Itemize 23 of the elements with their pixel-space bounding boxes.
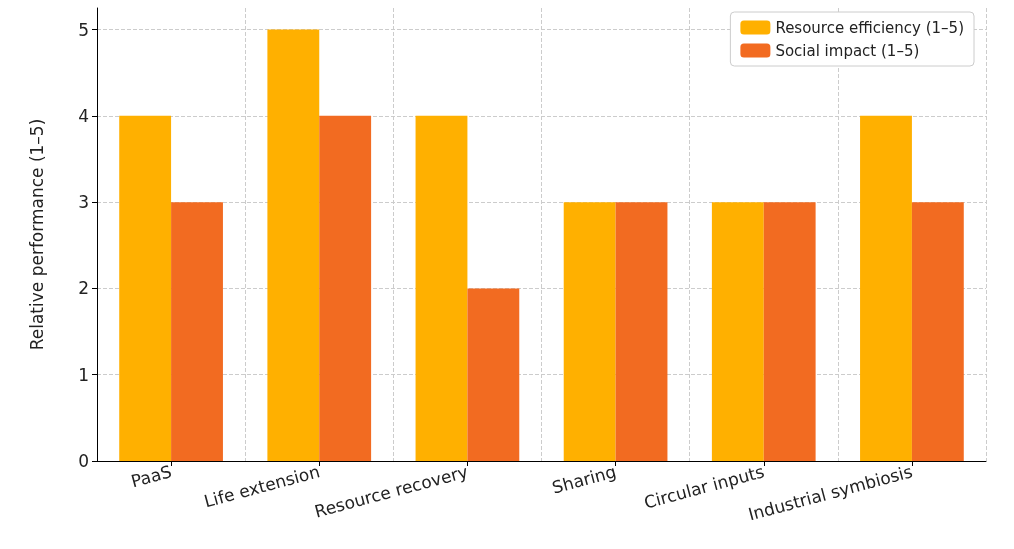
bar [171, 202, 223, 461]
bar [467, 288, 520, 461]
bar [267, 29, 320, 461]
y-tick-label: 5 [78, 19, 89, 40]
y-axis-title: Relative performance (1–5) [26, 118, 47, 351]
y-tick-label: 0 [78, 451, 89, 471]
legend-label: Resource efficiency (1–5) [775, 18, 964, 37]
y-tick-label: 4 [78, 105, 89, 126]
bar [711, 202, 764, 461]
bar [319, 115, 372, 461]
y-tick-label: 3 [78, 192, 89, 213]
bar [860, 115, 912, 461]
bar [119, 115, 172, 461]
legend-label: Social impact (1–5) [775, 41, 920, 60]
x-tick-label: Sharing [549, 461, 619, 498]
bar [615, 202, 668, 461]
bar [763, 202, 816, 461]
bar [911, 202, 964, 461]
y-tick-label: 1 [78, 364, 89, 385]
y-tick-label: 2 [78, 278, 89, 299]
bar [415, 115, 468, 461]
bar [563, 202, 616, 461]
x-tick-label: PaaS [128, 461, 174, 492]
